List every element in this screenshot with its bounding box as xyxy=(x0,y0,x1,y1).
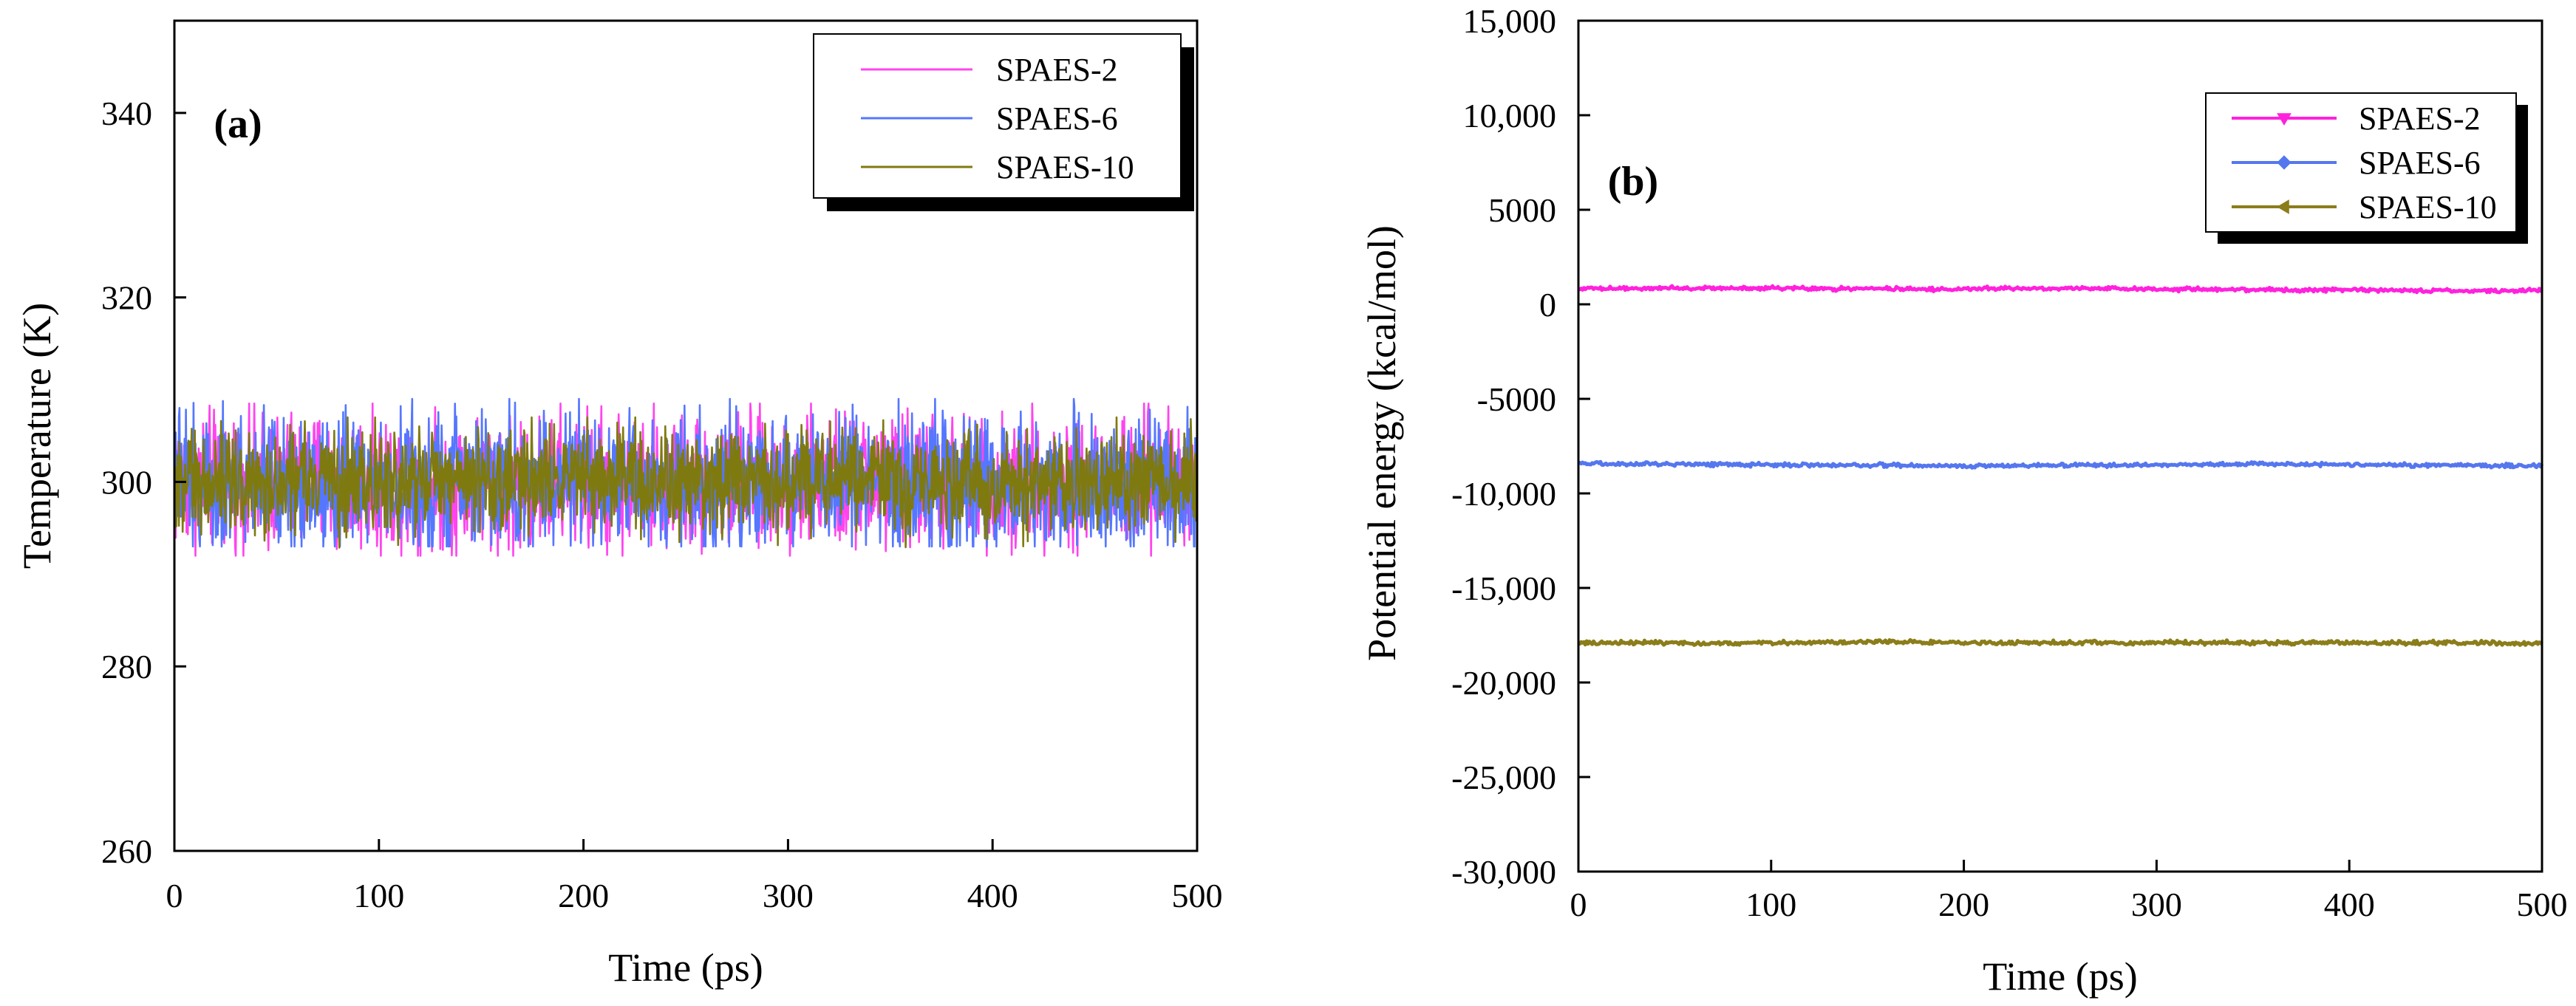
y-tick-label: 15,000 xyxy=(1463,2,1557,40)
y-tick-label: -5000 xyxy=(1477,380,1556,418)
legend-label-spaes-2: SPAES-2 xyxy=(996,52,1118,88)
legend: SPAES-2 SPAES-6 SPAES-10 xyxy=(2205,92,2528,244)
y-tick-label: -10,000 xyxy=(1451,475,1556,513)
legend-label-spaes-2: SPAES-2 xyxy=(2359,100,2481,137)
legend-label-spaes-6: SPAES-6 xyxy=(996,100,1118,137)
y-tick-label: 5000 xyxy=(1488,191,1556,229)
x-tick-label: 200 xyxy=(1938,886,1989,923)
plot-frame xyxy=(1577,19,2543,873)
y-tick-label: 300 xyxy=(101,463,152,501)
y-tick-label: 280 xyxy=(101,648,152,685)
y-tick-label: -25,000 xyxy=(1451,759,1556,796)
y-axis-title: Temperature (K) xyxy=(15,303,59,569)
panel-b-potential-energy-chart: 0 100 200 300 400 500 -30,000 -25,000 -20,000 -15… xyxy=(1360,2,2568,999)
x-axis-title: Time (ps) xyxy=(1983,954,2138,999)
x-tick-label: 200 xyxy=(558,877,609,914)
series-line-spaes-10 xyxy=(1577,637,2543,647)
y-tick-label: 340 xyxy=(101,95,152,132)
legend: SPAES-2 SPAES-6 SPAES-10 xyxy=(813,33,1194,211)
x-axis-title: Time (ps) xyxy=(608,945,763,990)
x-tick-label: 0 xyxy=(1570,886,1587,923)
y-tick-label: 260 xyxy=(101,832,152,870)
legend-label-spaes-6: SPAES-6 xyxy=(2359,145,2481,181)
y-tick-label: -30,000 xyxy=(1451,853,1556,891)
series-line-spaes-2 xyxy=(1578,284,2543,295)
series-line-spaes-10 xyxy=(173,416,1199,549)
y-tick-label: 10,000 xyxy=(1463,97,1557,134)
y-axis-title: Potential energy (kcal/mol) xyxy=(1360,225,1404,661)
x-tick-label: 100 xyxy=(353,877,404,914)
legend-marker-spaes-10 xyxy=(2277,199,2289,214)
x-tick-label: 0 xyxy=(166,877,183,914)
panel-label: (a) xyxy=(214,101,262,147)
y-tick-label: -15,000 xyxy=(1451,569,1556,607)
legend-label-spaes-10: SPAES-10 xyxy=(2359,189,2497,225)
x-tick-label: 400 xyxy=(2324,886,2375,923)
legend-label-spaes-10: SPAES-10 xyxy=(996,149,1134,185)
x-tick-label: 300 xyxy=(2131,886,2182,923)
y-tick-label: -20,000 xyxy=(1451,664,1556,702)
y-tick-label: 0 xyxy=(1539,286,1556,324)
x-tick-label: 400 xyxy=(967,877,1018,914)
panel-a-temperature-chart: 0 100 200 300 400 500 260 280 300 320 340 Time (ps)… xyxy=(15,19,1223,990)
legend-box xyxy=(813,33,1182,199)
panel-label: (b) xyxy=(1608,159,1658,205)
y-tick-label: 320 xyxy=(101,279,152,317)
legend-marker-spaes-2 xyxy=(2277,113,2292,126)
x-tick-label: 500 xyxy=(1172,877,1223,914)
x-tick-label: 500 xyxy=(2517,886,2568,923)
x-tick-label: 100 xyxy=(1745,886,1796,923)
x-tick-label: 300 xyxy=(763,877,814,914)
legend-marker-spaes-6 xyxy=(2277,155,2292,170)
series-line-spaes-6 xyxy=(1578,459,2544,470)
plot-frame xyxy=(173,19,1199,852)
